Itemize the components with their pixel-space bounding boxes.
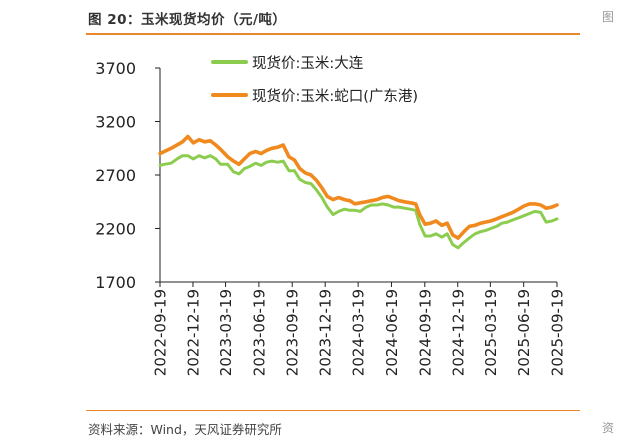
y-tick-label: 1700 (95, 273, 136, 292)
x-tick-group: 2022-09-19 2022-12-19 2023-03-19 2023-06-19… (152, 282, 567, 376)
x-tick-label: 2024-12-19 (449, 289, 467, 376)
x-tick-label: 2024-03-19 (350, 289, 368, 376)
x-tick-label: 2025-03-19 (482, 289, 500, 376)
x-tick-label: 2023-12-19 (317, 289, 335, 376)
x-tick-label: 2024-09-19 (416, 289, 434, 376)
adjacent-figure-title-fragment: 图 (602, 10, 615, 24)
x-tick-label: 2022-09-19 (152, 289, 170, 376)
y-tick-label: 2200 (95, 220, 136, 239)
x-tick-label: 2023-06-19 (250, 289, 268, 376)
series-line-shekou (158, 134, 559, 240)
figure-title: 图 20：玉米现货均价（元/吨） (88, 12, 287, 28)
title-divider (86, 33, 580, 35)
source-divider (86, 410, 580, 411)
x-tick-label: 2023-03-19 (217, 289, 235, 376)
series-line-dalian (158, 154, 559, 250)
y-tick-label: 3700 (95, 59, 136, 78)
source-note: 资料来源：Wind，天风证券研究所 (88, 422, 282, 437)
y-tick-label: 2700 (95, 166, 136, 185)
x-tick-label: 2025-09-19 (549, 289, 567, 376)
y-tick-label: 3200 (95, 113, 136, 132)
x-tick-label: 2022-12-19 (184, 289, 202, 376)
legend-label: 现货价:玉米:蛇口(广东港) (252, 88, 418, 105)
x-tick-label: 2024-06-19 (383, 289, 401, 376)
x-tick-label: 2025-06-19 (515, 289, 533, 376)
series-layer (158, 134, 559, 250)
legend-label: 现货价:玉米:大连 (252, 55, 364, 72)
y-tick-group: 1700 2200 2700 3200 3700 (95, 59, 160, 292)
x-tick-label: 2023-09-19 (284, 289, 302, 376)
adjacent-source-fragment: 资 (602, 421, 615, 435)
